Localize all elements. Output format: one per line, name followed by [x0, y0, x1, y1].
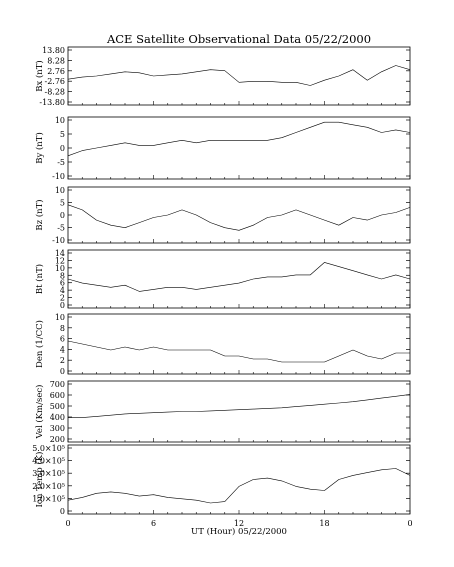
- y-tick-label: 5.0×10⁵: [32, 444, 65, 453]
- y-tick-label: 2.0×10⁵: [32, 482, 65, 491]
- y-tick-label: 0: [60, 367, 65, 376]
- series-line-3: [67, 204, 411, 231]
- series-line-7: [67, 468, 411, 504]
- panel-frame: [67, 116, 411, 180]
- panel-7: 5.0×10⁵ 4.0×10⁵ 3.0×10⁵ 2.0×10⁵ 1.0×10⁵ 0 Ion …: [32, 444, 411, 516]
- y-tick-label: -5: [57, 224, 65, 233]
- y-tick-label: 4.0×10⁵: [32, 457, 65, 466]
- y-tick-label: 10: [55, 264, 65, 273]
- panel-6: 700 600 500 400 300 200 Vel (Km/sec): [34, 380, 411, 444]
- y-tick-label: -10: [52, 236, 65, 245]
- y-axis-label: Bz (nT): [34, 199, 45, 230]
- y-tick-label: 2: [60, 356, 65, 365]
- series-line-4: [67, 262, 411, 292]
- y-tick-label: -13.80: [39, 98, 65, 107]
- panel-2: 10 5 0 -5 -10 By (nT): [34, 116, 411, 181]
- panel-frame: [67, 380, 411, 443]
- y-tick-label: 0: [60, 301, 65, 310]
- x-tick-label: 18: [319, 519, 329, 528]
- y-tick-label: 5: [60, 130, 65, 139]
- panel-frame: [67, 186, 411, 244]
- y-tick-label: 8: [60, 271, 65, 280]
- y-tick-label: 1.0×10⁵: [32, 494, 65, 503]
- y-tick-label: -2.76: [44, 77, 65, 86]
- y-axis-label: Bx (nT): [34, 60, 45, 92]
- y-tick-label: 700: [50, 380, 65, 389]
- series-line-6: [68, 394, 411, 418]
- y-tick-label: 5: [60, 199, 65, 208]
- y-tick-label: 4: [60, 286, 65, 295]
- y-tick-label: 14: [55, 249, 65, 258]
- series-line-5: [67, 340, 410, 363]
- y-tick-label: 0: [60, 211, 65, 220]
- y-tick-label: 6: [60, 279, 65, 288]
- y-tick-label: -5: [57, 158, 65, 167]
- y-tick-label: 4: [60, 345, 65, 354]
- panel-frame: [67, 313, 411, 375]
- x-tick-label: 0: [65, 519, 70, 528]
- series-line-2: [67, 121, 411, 157]
- x-tick-label: 12: [234, 519, 244, 528]
- y-axis-label: By (nT): [34, 132, 45, 164]
- x-tick-label: 0: [407, 519, 412, 528]
- y-tick-label: 2.76: [47, 67, 65, 76]
- y-tick-label: -10: [52, 172, 65, 181]
- y-tick-label: 400: [50, 413, 65, 422]
- y-tick-label: 12: [55, 256, 65, 265]
- y-tick-label: 300: [50, 424, 65, 433]
- y-tick-label: 0: [60, 144, 65, 153]
- y-tick-label: 2: [60, 294, 65, 303]
- y-tick-label: -8.28: [44, 88, 65, 97]
- y-axis-label: Den (1/CC): [34, 320, 45, 368]
- y-tick-label: 8.28: [47, 56, 65, 65]
- y-tick-label: 10: [55, 186, 65, 195]
- x-tick-label: 6: [151, 519, 156, 528]
- panel-3: 10 5 0 -5 -10 Bz (nT): [34, 186, 411, 245]
- y-tick-label: 8: [60, 324, 65, 333]
- panel-1: 13.808.28 2.76-2.76 -8.28-13.80 Bx (nT): [34, 46, 411, 107]
- panel-frame: [67, 444, 411, 515]
- y-tick-label: 500: [50, 402, 65, 411]
- y-tick-label: 13.80: [42, 46, 65, 55]
- x-axis: 0 6 12 18 0: [65, 519, 412, 528]
- panel-frame: [67, 46, 411, 106]
- y-axis-label: Bt (nT): [34, 264, 45, 294]
- y-axis-label: Vel (Km/sec): [34, 385, 45, 440]
- y-tick-label: 0: [60, 507, 65, 516]
- y-tick-label: 6: [60, 335, 65, 344]
- x-axis-label: UT (Hour) 05/22/2000: [191, 526, 287, 537]
- y-axis-label: Ion Temp (K): [34, 452, 45, 508]
- panel-frame: [67, 249, 411, 309]
- y-tick-label: 200: [50, 435, 65, 444]
- y-tick-label: 600: [50, 391, 65, 400]
- panel-5: 10 8 64 2 0 Den (1/CC): [34, 313, 411, 376]
- y-tick-label: 3.0×10⁵: [32, 469, 65, 478]
- chart-title: ACE Satellite Observational Data 05/22/2…: [106, 32, 371, 46]
- y-tick-label: 10: [55, 116, 65, 125]
- y-tick-label: 10: [55, 313, 65, 322]
- series-line-1: [67, 65, 411, 86]
